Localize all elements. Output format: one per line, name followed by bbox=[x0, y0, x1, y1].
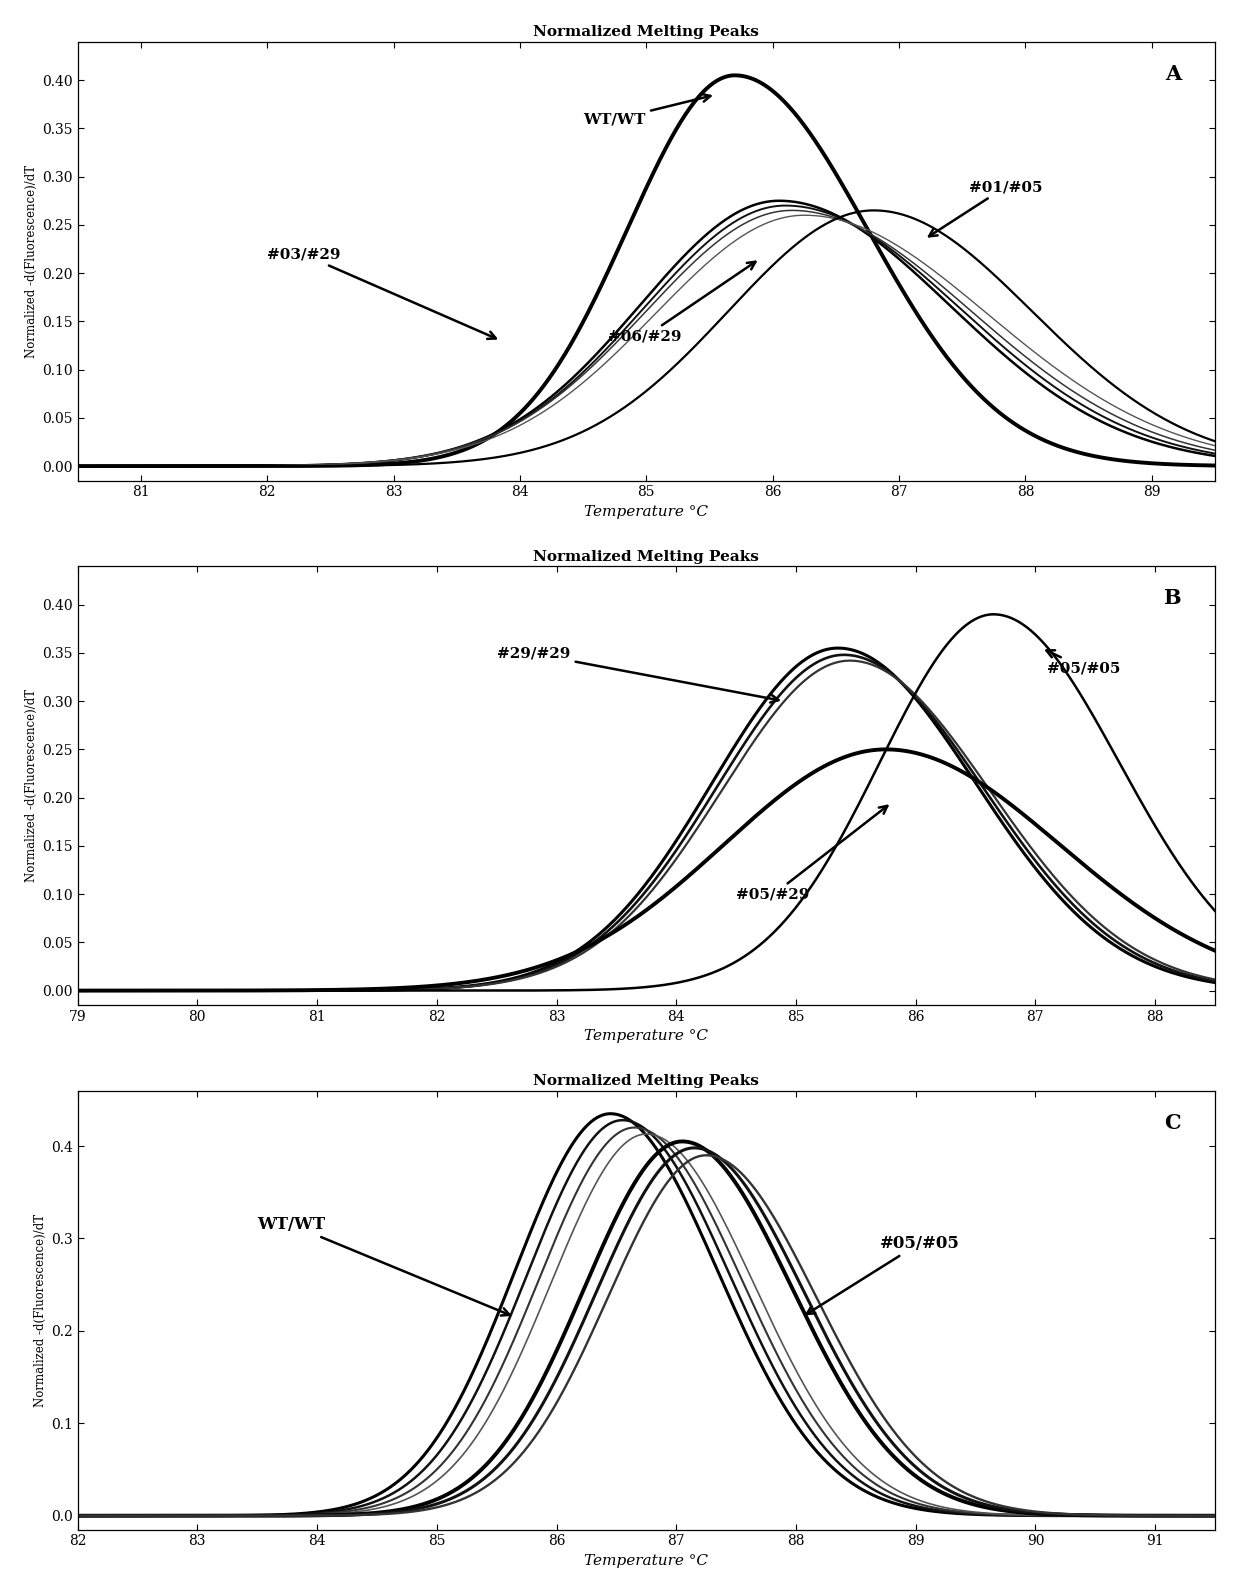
Text: WT/WT: WT/WT bbox=[257, 1215, 510, 1316]
Text: #05/#05: #05/#05 bbox=[807, 1235, 960, 1314]
X-axis label: Temperature °C: Temperature °C bbox=[584, 505, 708, 519]
Text: #03/#29: #03/#29 bbox=[267, 247, 496, 339]
X-axis label: Temperature °C: Temperature °C bbox=[584, 1029, 708, 1043]
Text: C: C bbox=[1164, 1112, 1180, 1133]
Text: #29/#29: #29/#29 bbox=[497, 647, 779, 703]
Text: A: A bbox=[1164, 64, 1180, 83]
Text: #01/#05: #01/#05 bbox=[929, 180, 1042, 236]
Y-axis label: Normalized -d(Fluorescence)/dT: Normalized -d(Fluorescence)/dT bbox=[25, 690, 38, 883]
Y-axis label: Normalized -d(Fluorescence)/dT: Normalized -d(Fluorescence)/dT bbox=[33, 1214, 47, 1407]
Y-axis label: Normalized -d(Fluorescence)/dT: Normalized -d(Fluorescence)/dT bbox=[25, 164, 38, 357]
Text: #05/#29: #05/#29 bbox=[737, 806, 888, 902]
Title: Normalized Melting Peaks: Normalized Melting Peaks bbox=[533, 1074, 759, 1088]
Text: WT/WT: WT/WT bbox=[583, 94, 711, 126]
X-axis label: Temperature °C: Temperature °C bbox=[584, 1555, 708, 1568]
Text: #05/#05: #05/#05 bbox=[1047, 650, 1121, 675]
Title: Normalized Melting Peaks: Normalized Melting Peaks bbox=[533, 25, 759, 38]
Text: B: B bbox=[1163, 588, 1180, 609]
Title: Normalized Melting Peaks: Normalized Melting Peaks bbox=[533, 550, 759, 564]
Text: #06/#29: #06/#29 bbox=[609, 261, 755, 344]
